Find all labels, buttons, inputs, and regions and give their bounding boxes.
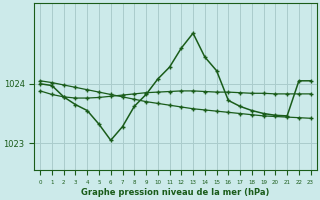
X-axis label: Graphe pression niveau de la mer (hPa): Graphe pression niveau de la mer (hPa) <box>81 188 270 197</box>
